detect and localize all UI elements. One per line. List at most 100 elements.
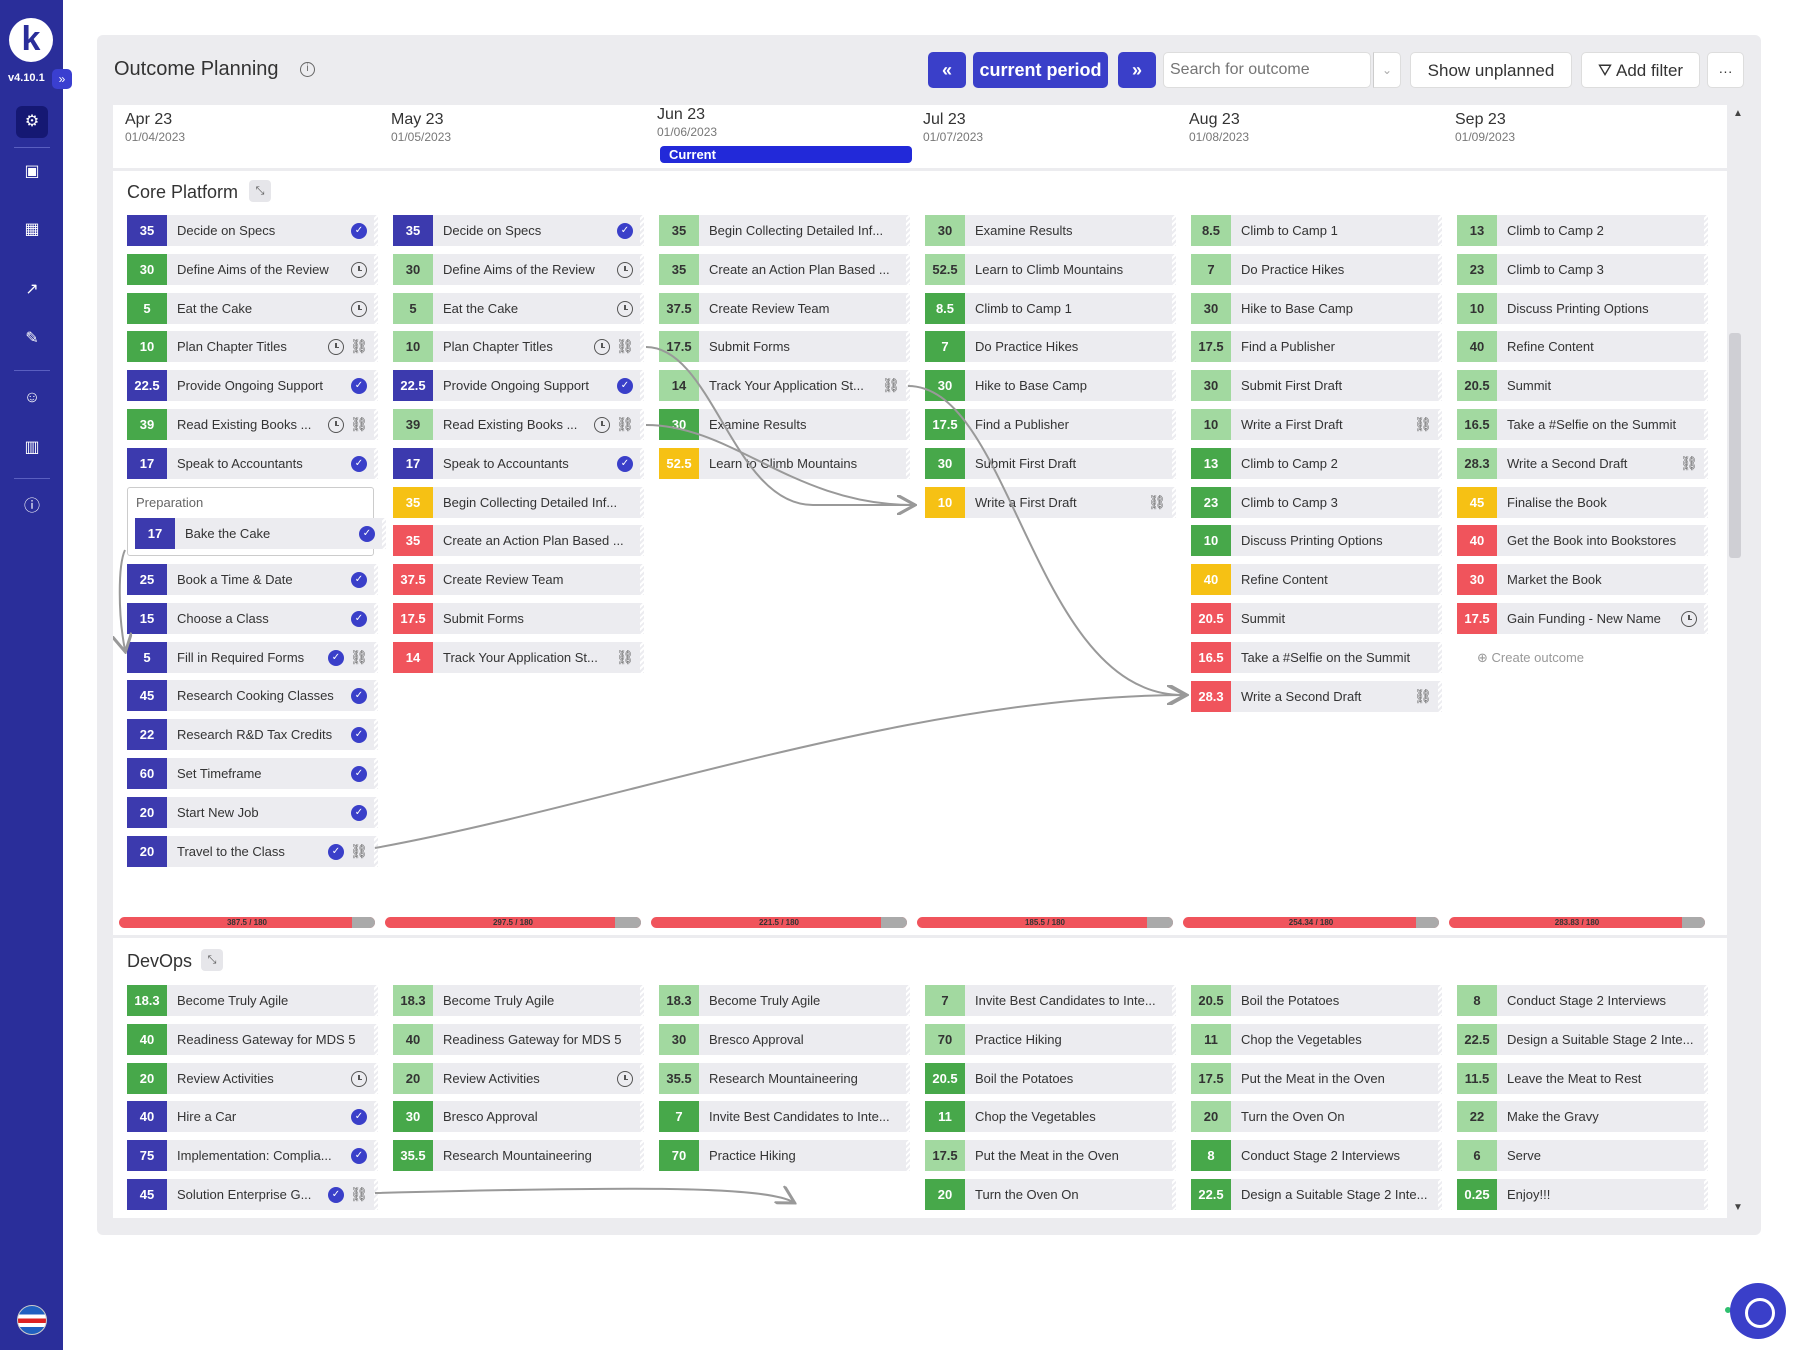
outcome-card[interactable]: 18.3 Become Truly Agile [127,985,378,1016]
link-icon[interactable]: ⛓ [350,649,368,665]
chevron-down-icon[interactable]: ⌄ [1373,52,1401,88]
outcome-card[interactable]: 35 Decide on Specs ✓ [127,215,378,246]
info-icon[interactable]: ⓘ [23,498,40,515]
outcome-card[interactable]: 30 Define Aims of the Review [127,254,378,285]
outcome-card[interactable]: 39 Read Existing Books ... ⛓ [393,409,644,440]
outcome-card[interactable]: 17.5 Put the Meat in the Oven [925,1140,1176,1171]
calendar-icon[interactable]: ▦ [24,221,40,238]
collapse-icon[interactable]: ⤡ [201,949,223,971]
outcome-card[interactable]: 5 Eat the Cake [393,293,644,324]
link-icon[interactable]: ⛓ [1148,494,1166,510]
outcome-card[interactable]: 17.5 Find a Publisher [1191,331,1442,362]
scroll-down-arrow[interactable]: ▼ [1733,1202,1743,1213]
outcome-card[interactable]: 28.3 Write a Second Draft ⛓ [1191,681,1442,712]
outcome-card[interactable]: 20.5 Boil the Potatoes [925,1063,1176,1094]
outcome-card[interactable]: 45 Research Cooking Classes ✓ [127,680,378,711]
link-icon[interactable]: ⛓ [1414,688,1432,704]
previous-period-button[interactable]: « [928,52,966,88]
outcome-card[interactable]: 30 Submit First Draft [925,448,1176,479]
outcome-card[interactable]: 40 Get the Book into Bookstores [1457,525,1708,556]
current-period-button[interactable]: current period [973,52,1108,88]
outcome-card[interactable]: 37.5 Create Review Team [393,564,644,595]
outcome-card[interactable]: 10 Plan Chapter Titles ⛓ [127,331,378,362]
chart-icon[interactable]: ↗ [25,281,39,298]
outcome-card[interactable]: 35 Begin Collecting Detailed Inf... [393,487,644,518]
outcome-card[interactable]: 70 Practice Hiking [925,1024,1176,1055]
link-icon[interactable]: ⛓ [350,843,368,859]
outcome-card[interactable]: 6 Serve [1457,1140,1708,1171]
building-icon[interactable]: ▥ [24,439,40,456]
outcome-card[interactable]: 20.5 Summit [1191,603,1442,634]
outcome-card[interactable]: 20 Review Activities [127,1063,378,1094]
expand-sidebar-button[interactable]: » [52,69,72,89]
outcome-card[interactable]: 7 Invite Best Candidates to Inte... [659,1101,910,1132]
link-icon[interactable]: ⛓ [1414,416,1432,432]
link-icon[interactable]: ⛓ [616,338,634,354]
outcome-card[interactable]: 20 Start New Job ✓ [127,797,378,828]
outcome-card[interactable]: 35.5 Research Mountaineering [393,1140,644,1171]
outcome-card[interactable]: 40 Hire a Car ✓ [127,1101,378,1132]
outcome-card[interactable]: 5 Eat the Cake [127,293,378,324]
outcome-card[interactable]: 30 Examine Results [925,215,1176,246]
outcome-card[interactable]: 14 Track Your Application St... ⛓ [393,642,644,673]
outcome-card[interactable]: 37.5 Create Review Team [659,293,910,324]
outcome-card[interactable]: 16.5 Take a #Selfie on the Summit [1191,642,1442,673]
outcome-card[interactable]: 17 Bake the Cake ✓ [135,518,386,549]
outcome-card[interactable]: 22 Research R&D Tax Credits ✓ [127,719,378,750]
outcome-card[interactable]: 75 Implementation: Complia... ✓ [127,1140,378,1171]
outcome-card[interactable]: 40 Readiness Gateway for MDS 5 [127,1024,378,1055]
outcome-card[interactable]: 30 Define Aims of the Review [393,254,644,285]
link-icon[interactable]: ⛓ [616,649,634,665]
outcome-card[interactable]: 20 Travel to the Class ✓ ⛓ [127,836,378,867]
chat-icon[interactable] [1730,1283,1786,1339]
outcome-card[interactable]: 23 Climb to Camp 3 [1457,254,1708,285]
outcome-card[interactable]: 7 Invite Best Candidates to Inte... [925,985,1176,1016]
app-logo[interactable]: k [9,18,53,62]
outcome-card[interactable]: 22 Make the Gravy [1457,1101,1708,1132]
outcome-card[interactable]: 45 Finalise the Book [1457,487,1708,518]
outcome-card[interactable]: 40 Refine Content [1191,564,1442,595]
outcome-card[interactable]: 0.25 Enjoy!!! [1457,1179,1708,1210]
outcome-card[interactable]: 18.3 Become Truly Agile [393,985,644,1016]
language-flag-icon[interactable] [17,1305,47,1335]
outcome-card[interactable]: 5 Fill in Required Forms ✓ ⛓ [127,642,378,673]
outcome-card[interactable]: 35 Begin Collecting Detailed Inf... [659,215,910,246]
outcome-card[interactable]: 8 Conduct Stage 2 Interviews [1191,1140,1442,1171]
outcome-card[interactable]: 52.5 Learn to Climb Mountains [925,254,1176,285]
outcome-card[interactable]: 17.5 Find a Publisher [925,409,1176,440]
outcome-card[interactable]: 35 Decide on Specs ✓ [393,215,644,246]
outcome-card[interactable]: 35 Create an Action Plan Based ... [659,254,910,285]
outcome-card[interactable]: 14 Track Your Application St... ⛓ [659,370,910,401]
add-filter-button[interactable]: ⛛ Add filter [1581,52,1700,88]
outcome-card[interactable]: 30 Hike to Base Camp [1191,293,1442,324]
outcome-card[interactable]: 17 Speak to Accountants ✓ [127,448,378,479]
link-icon[interactable]: ⛓ [350,338,368,354]
outcome-card[interactable]: 17.5 Submit Forms [393,603,644,634]
scroll-up-arrow[interactable]: ▲ [1733,108,1743,119]
outcome-card[interactable]: 39 Read Existing Books ... ⛓ [127,409,378,440]
outcome-card[interactable]: 8.5 Climb to Camp 1 [1191,215,1442,246]
outcome-card[interactable]: 30 Examine Results [659,409,910,440]
next-period-button[interactable]: » [1118,52,1156,88]
outcome-card[interactable]: 13 Climb to Camp 2 [1191,448,1442,479]
show-unplanned-button[interactable]: Show unplanned [1410,52,1572,88]
search-input[interactable] [1163,52,1371,88]
briefcase-icon[interactable]: ▣ [24,163,40,180]
link-icon[interactable]: ⛓ [350,416,368,432]
outcome-card[interactable]: 8 Conduct Stage 2 Interviews [1457,985,1708,1016]
outcome-card[interactable]: 10 Discuss Printing Options [1191,525,1442,556]
people-icon[interactable]: ☺ [23,389,41,406]
outcome-card[interactable]: 18.3 Become Truly Agile [659,985,910,1016]
link-icon[interactable]: ⛓ [882,377,900,393]
link-icon[interactable]: ⛓ [350,1186,368,1202]
outcome-card[interactable]: 17 Speak to Accountants ✓ [393,448,644,479]
outcome-card[interactable]: 15 Choose a Class ✓ [127,603,378,634]
outcome-card[interactable]: 11 Chop the Vegetables [925,1101,1176,1132]
outcome-card[interactable]: 23 Climb to Camp 3 [1191,487,1442,518]
outcome-card[interactable]: 13 Climb to Camp 2 [1457,215,1708,246]
outcome-card[interactable]: 17.5 Put the Meat in the Oven [1191,1063,1442,1094]
outcome-card[interactable]: 22.5 Provide Ongoing Support ✓ [393,370,644,401]
info-icon[interactable]: i [300,62,315,77]
outcome-card[interactable]: 22.5 Design a Suitable Stage 2 Inte... [1457,1024,1708,1055]
create-outcome-button[interactable]: ⊕ Create outcome [1477,650,1584,666]
